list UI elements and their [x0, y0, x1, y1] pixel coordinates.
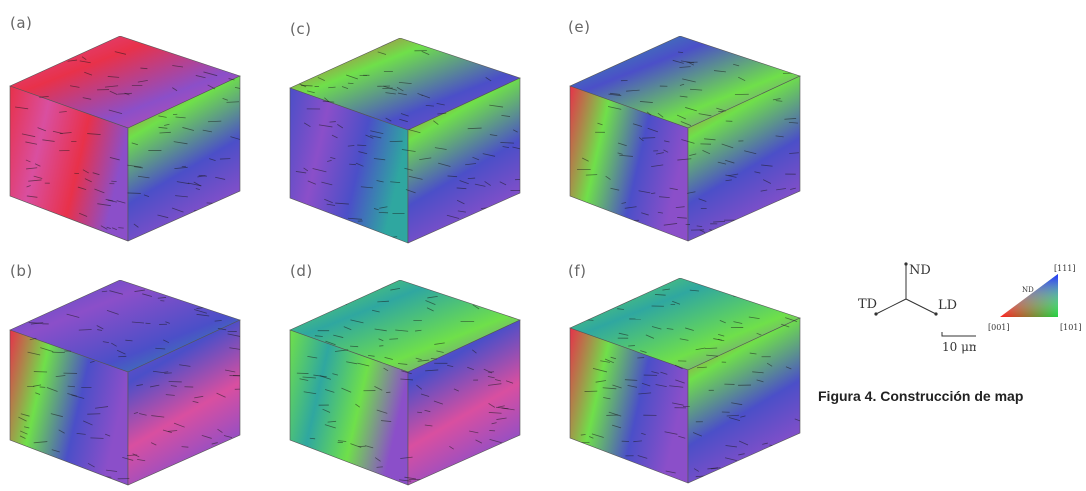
ebsd-cube-a: [9, 36, 241, 242]
panel-label-d: (d): [290, 262, 313, 280]
figure-caption: Figura 4. Construcción de map: [818, 388, 1024, 404]
grain-boundaries: [295, 47, 520, 240]
ipf-color-triangle: ND [111] [001] [101]: [988, 264, 1082, 332]
cube-face-right: [407, 77, 521, 244]
ipf-001-label: [001]: [988, 323, 1010, 332]
ebsd-cube-e: [569, 36, 801, 242]
scale-bar-label: 10 μm: [942, 340, 976, 354]
cube-face-right: [687, 75, 801, 242]
cube-face-right: [687, 317, 801, 484]
panel-label-a: (a): [10, 14, 33, 32]
grain-boundaries: [579, 287, 800, 480]
ebsd-cube-c: [289, 38, 521, 244]
ebsd-cube-b: [9, 280, 241, 486]
ebsd-cube-d: [289, 280, 521, 486]
td-axis-label: TD: [858, 297, 877, 312]
cube-face-right: [407, 319, 521, 486]
ebsd-cube-f: [569, 278, 801, 484]
ipf-101-label: [101]: [1060, 323, 1082, 332]
panel-label-c: (c): [290, 20, 312, 38]
panel-label-e: (e): [568, 18, 591, 36]
ipf-111-label: [111]: [1054, 264, 1076, 273]
sample-axes-legend: ND TD LD 10 μm: [858, 262, 976, 354]
nd-axis-label: ND: [909, 263, 931, 278]
ipf-nd-label: ND: [1022, 286, 1034, 294]
scale-bar: [941, 332, 976, 337]
ld-axis-label: LD: [938, 298, 957, 313]
panel-label-b: (b): [10, 262, 33, 280]
panel-label-f: (f): [568, 262, 587, 280]
cube-face-right: [127, 75, 241, 242]
